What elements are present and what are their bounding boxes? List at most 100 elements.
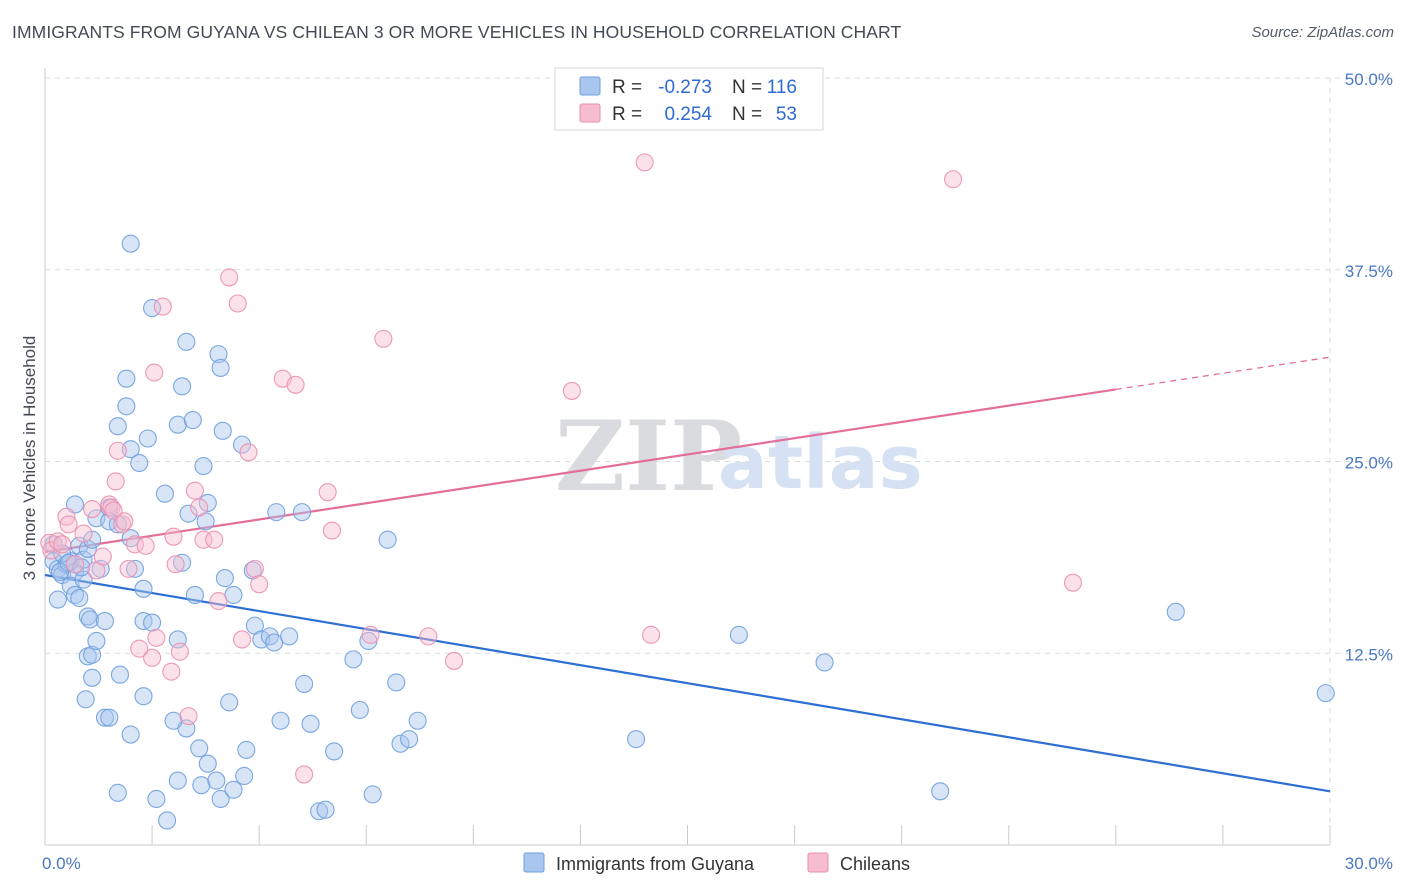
chilean-point-34 — [205, 530, 224, 549]
series-guyana-points — [44, 234, 1335, 830]
guyana-point-98 — [325, 742, 344, 761]
guyana-point-66 — [185, 585, 204, 605]
guyana-point-30 — [83, 645, 102, 664]
legend-r-label-guyana: R = — [612, 77, 642, 98]
guyana-point-31 — [87, 631, 106, 651]
series-chilean-points — [40, 153, 1083, 784]
x-tick-label-1: 30.0% — [1345, 854, 1393, 873]
guyana-point-74 — [209, 345, 228, 364]
y-tick-label-1: 25.0% — [1345, 454, 1393, 473]
chilean-point-46 — [322, 521, 342, 540]
chilean-point-26 — [162, 662, 181, 681]
chilean-point-31 — [185, 481, 204, 500]
chilean-point-4 — [57, 507, 76, 526]
y-tick-label-0: 12.5% — [1345, 645, 1393, 664]
bottom-legend: Immigrants from Guyana Chileans — [523, 852, 910, 874]
guyana-point-63 — [164, 711, 183, 730]
guyana-point-68 — [194, 457, 213, 476]
chilean-point-28 — [166, 555, 185, 574]
guyana-point-91 — [271, 711, 290, 730]
legend-swatch-guyana — [579, 76, 601, 96]
chilean-point-41 — [250, 575, 269, 594]
guyana-point-109 — [729, 625, 748, 644]
legend: R = -0.273 N = 116 R = 0.254 N = 53 — [554, 67, 824, 131]
chilean-point-1 — [42, 541, 61, 560]
chilean-point-53 — [642, 625, 661, 644]
chilean-point-35 — [209, 592, 228, 611]
chilean-point-40 — [245, 559, 264, 578]
legend-r-value-chileans: 0.254 — [664, 104, 712, 125]
guyana-point-38 — [108, 783, 127, 802]
watermark: ZIP atlas — [555, 400, 923, 513]
legend-n-value-chileans: 53 — [776, 104, 797, 125]
chilean-point-3 — [53, 535, 72, 554]
guyana-point-35 — [100, 708, 119, 727]
guyana-point-33 — [76, 690, 95, 709]
guyana-point-58 — [177, 332, 196, 351]
chilean-point-5 — [59, 515, 78, 534]
chilean-point-47 — [361, 625, 380, 644]
guyana-point-102 — [363, 785, 382, 804]
source-label: Source: ZipAtlas.com — [1251, 24, 1394, 41]
guyana-point-42 — [117, 397, 136, 416]
chilean-point-39 — [239, 443, 258, 462]
chilean-point-38 — [232, 630, 252, 649]
guyana-point-25 — [48, 590, 67, 609]
chilean-point-29 — [170, 642, 189, 661]
chilean-point-24 — [147, 628, 166, 647]
chilean-point-43 — [286, 375, 305, 394]
guyana-point-76 — [213, 421, 232, 440]
guyana-point-26 — [78, 607, 97, 626]
guyana-point-104 — [387, 673, 406, 692]
guyana-point-96 — [310, 802, 329, 821]
trend-line-chileans — [44, 388, 1116, 554]
guyana-point-54 — [147, 789, 166, 809]
guyana-point-77 — [215, 569, 234, 588]
legend-swatch-chileans — [579, 103, 601, 123]
tick-labels: 12.5% 25.0% 37.5% 50.0% 0.0% 30.0% — [42, 70, 1393, 873]
trend-line-guyana — [44, 573, 1331, 793]
y-axis-title: 3 or more Vehicles in Household — [20, 336, 39, 581]
bottom-legend-label-guyana: Immigrants from Guyana — [556, 854, 755, 874]
chilean-point-48 — [374, 329, 393, 348]
watermark-zip: ZIP — [555, 400, 742, 513]
chilean-point-25 — [153, 297, 172, 316]
guyana-point-69 — [192, 776, 211, 795]
axes — [44, 68, 1331, 846]
gridlines — [45, 77, 1395, 845]
guyana-point-48 — [125, 559, 144, 578]
chilean-point-54 — [944, 170, 963, 189]
guyana-point-82 — [232, 435, 252, 454]
guyana-point-95 — [301, 714, 320, 733]
guyana-point-65 — [179, 504, 198, 523]
guyana-point-61 — [173, 553, 192, 572]
guyana-point-28 — [95, 611, 115, 631]
guyana-point-21 — [65, 495, 85, 514]
chilean-point-8 — [83, 500, 102, 519]
chilean-point-37 — [228, 294, 247, 313]
guyana-point-34 — [95, 708, 115, 727]
chilean-point-21 — [143, 648, 162, 667]
chilean-point-17 — [115, 512, 134, 531]
guyana-point-59 — [183, 411, 202, 430]
chilean-point-33 — [194, 530, 213, 549]
legend-n-value-guyana: 116 — [767, 77, 797, 98]
y-tick-label-2: 37.5% — [1345, 262, 1393, 281]
chilean-point-44 — [295, 765, 314, 784]
chilean-point-13 — [104, 501, 123, 520]
trend-lines — [44, 356, 1331, 793]
chilean-point-20 — [136, 536, 155, 555]
bottom-legend-label-chileans: Chileans — [840, 854, 910, 874]
chilean-point-23 — [145, 363, 164, 382]
chilean-point-15 — [108, 441, 127, 460]
legend-n-label-guyana: N = — [732, 77, 762, 98]
chilean-point-14 — [106, 472, 125, 491]
guyana-point-45 — [121, 234, 140, 253]
guyana-point-93 — [292, 503, 312, 522]
guyana-point-84 — [237, 740, 256, 759]
guyana-point-108 — [627, 730, 646, 749]
guyana-point-99 — [344, 650, 363, 669]
legend-r-value-guyana: -0.273 — [658, 77, 712, 98]
guyana-point-53 — [134, 687, 153, 706]
